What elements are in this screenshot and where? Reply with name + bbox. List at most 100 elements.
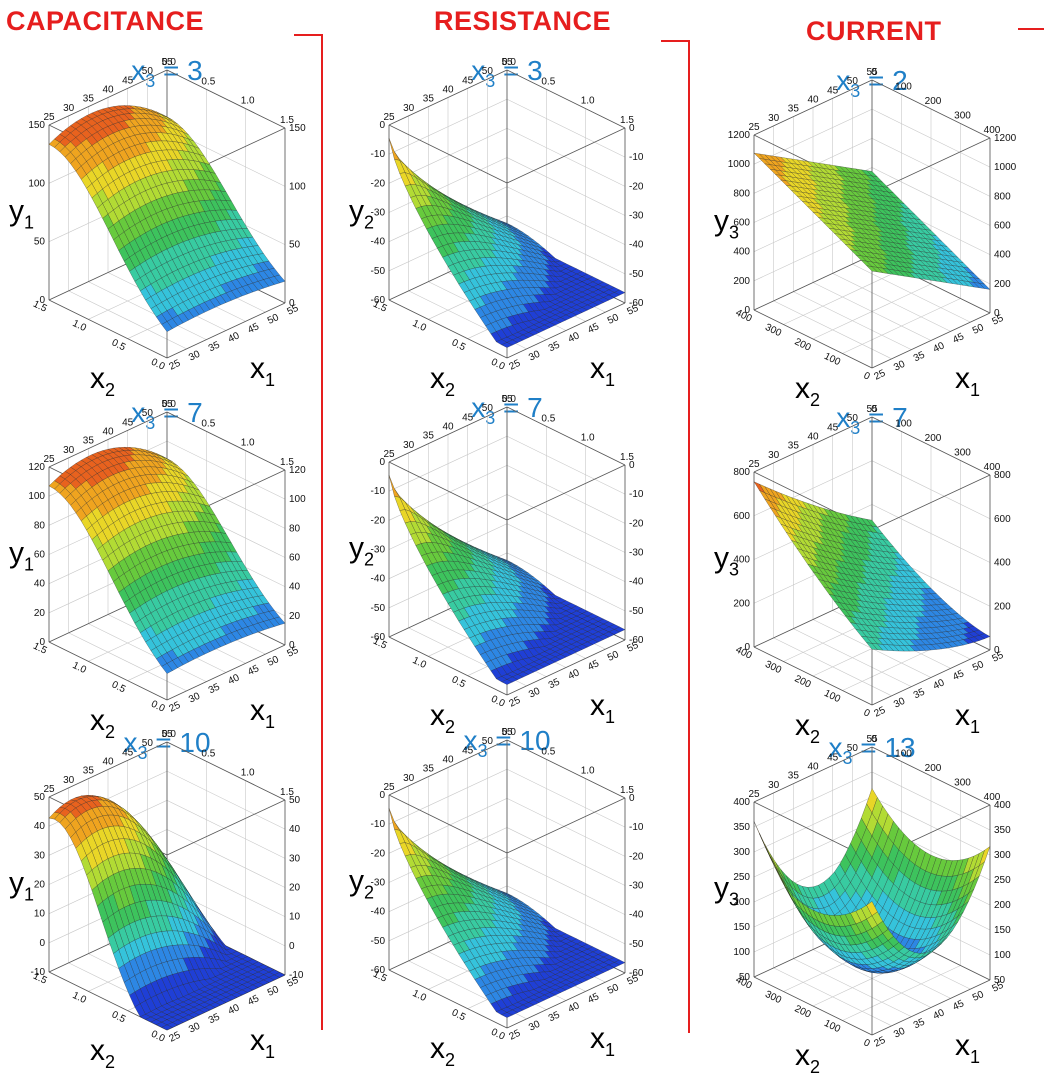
x1-axis-label: x1 [590,689,615,727]
x1-tick-top: 45 [122,417,134,428]
z-tick-left: -40 [371,237,386,248]
x1-axis-label: x1 [250,1024,275,1062]
x1-tick-top: 35 [788,104,800,115]
x1-tick: 35 [207,339,222,354]
x2-tick: 1.5 [371,969,389,985]
x2-tick: 1.5 [31,299,49,315]
x2-tick-top: 0.5 [201,418,215,429]
x2-tick: 0.0 [489,357,507,373]
x1-tick: 45 [246,321,261,336]
surface-mesh [754,153,990,289]
x2-tick-top: 0.5 [541,413,555,424]
x1-tick: 50 [606,982,621,997]
x1-tick-top: 45 [462,745,474,756]
z-tick-left: -20 [371,515,386,526]
z-tick-left: 100 [28,491,45,502]
x2-tick-top: 1.0 [241,96,255,107]
z-tick-left: -40 [371,574,386,585]
surface-mesh [49,447,285,673]
x1-tick-top: 40 [442,755,454,766]
x2-tick: 400 [734,307,754,324]
z-tick-right: -40 [629,240,644,251]
x1-tick-top: 45 [462,75,474,86]
x1-tick-top: 25 [748,459,760,470]
z-tick-right: 200 [994,900,1011,911]
z-tick-right: -30 [629,881,644,892]
x1-tick: 25 [872,368,887,383]
x2-tick: 0.0 [149,699,167,715]
x1-tick-top: 30 [63,445,75,456]
z-tick-left: -20 [371,178,386,189]
x1-tick: 45 [951,998,966,1013]
x1-axis-label: x1 [250,694,275,732]
x2-tick-top: 1.0 [241,438,255,449]
z-tick-left: -20 [371,848,386,859]
z-tick-right: 50 [289,240,301,251]
x1-tick: 30 [892,696,907,711]
z-tick-right: 300 [994,850,1011,861]
x1-tick-top: 45 [122,75,134,86]
x1-tick-top: 30 [403,103,415,114]
x2-tick: 300 [763,322,783,339]
x1-tick: 30 [527,349,542,364]
x2-tick: 0.5 [450,337,468,353]
x1-tick: 25 [507,695,522,710]
x1-tick-top: 50 [847,743,859,754]
x1-tick-top: 45 [827,752,839,763]
x1-tick-top: 50 [142,738,154,749]
x1-tick: 30 [527,1019,542,1034]
x2-tick: 0.0 [149,357,167,373]
x1-tick: 30 [892,1026,907,1041]
z-tick-right: -10 [629,152,644,163]
z-tick-right: -10 [629,489,644,500]
x1-tick: 50 [971,322,986,337]
x2-tick: 1.5 [371,636,389,652]
surface-plot: x3 = 3-60-60-50-50-40-40-30-30-20-20-10-… [335,58,680,403]
x2-tick-top: 1.5 [620,115,634,126]
z-tick-right: 20 [289,611,301,622]
z-tick-left: 350 [733,822,750,833]
x1-tick: 40 [226,672,241,687]
x2-tick-top: 0.0 [502,394,516,405]
x2-tick: 0.0 [149,1029,167,1045]
x2-tick: 200 [793,673,813,690]
z-tick-right: -40 [629,577,644,588]
x1-tick-top: 35 [788,771,800,782]
z-tick-right: 80 [289,523,301,534]
x2-tick-top: 100 [895,82,912,93]
x2-tick: 0.5 [110,1009,128,1025]
x1-tick: 35 [912,349,927,364]
x2-tick-top: 400 [984,792,1001,803]
x1-tick: 50 [266,654,281,669]
x1-tick: 30 [187,691,202,706]
x2-tick: 300 [763,659,783,676]
z-tick-left: -40 [371,907,386,918]
x2-tick-top: 300 [954,111,971,122]
z-tick-left: 20 [34,880,46,891]
x1-tick-top: 25 [43,112,55,123]
x2-tick: 0 [862,370,872,383]
x2-tick: 400 [734,974,754,991]
x1-tick-top: 40 [807,95,819,106]
x1-tick-top: 45 [827,85,839,96]
x2-tick-top: 0.5 [541,76,555,87]
z-tick-left: 100 [733,947,750,958]
x2-tick: 0.5 [110,337,128,353]
x1-tick-top: 45 [827,422,839,433]
x1-tick: 35 [547,339,562,354]
x1-tick: 30 [187,349,202,364]
x2-tick-top: 0.5 [201,76,215,87]
z-tick-left: 250 [733,872,750,883]
x2-tick-top: 0.0 [162,729,176,740]
z-tick-right: 200 [994,279,1011,290]
x1-tick: 25 [872,1035,887,1050]
x2-tick-top: 400 [984,125,1001,136]
x1-tick-top: 35 [423,94,435,105]
column-title-resistance: RESISTANCE [434,6,611,37]
z-tick-right: 100 [994,950,1011,961]
